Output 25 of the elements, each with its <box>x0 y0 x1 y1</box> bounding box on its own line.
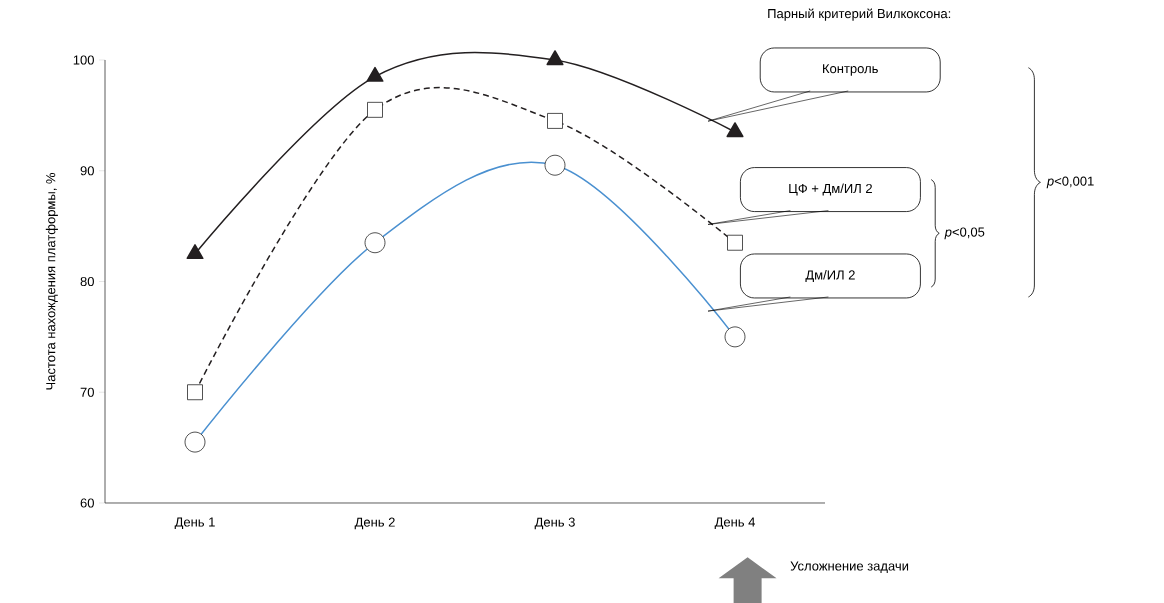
text: p<0,001 <box>1046 176 1094 189</box>
point <box>726 122 744 138</box>
text: p<0,05 <box>944 227 985 240</box>
x-tick-label: День 2 <box>354 517 395 530</box>
text: ЦФ + Дм/ИЛ 2 <box>789 183 872 196</box>
x-tick-label: День 1 <box>174 517 215 530</box>
y-tick-label: 100 <box>73 55 94 65</box>
point <box>727 234 743 251</box>
point <box>547 113 563 129</box>
point <box>186 244 204 260</box>
point <box>187 384 203 401</box>
y-axis-title: Частота нахождения платформы, % <box>45 172 58 390</box>
y-tick-label: 90 <box>80 166 94 176</box>
text: Усложнение задачи <box>790 561 909 574</box>
point <box>367 101 383 118</box>
x-tick-label: День 4 <box>714 517 756 530</box>
point <box>546 50 564 66</box>
text: Парный критерий Вилкоксона: <box>768 8 951 21</box>
y-tick-label: 80 <box>80 276 94 287</box>
x-tick-label: День 3 <box>534 517 575 530</box>
y-tick-label: 70 <box>80 387 94 397</box>
text: Дм/ИЛ 2 <box>805 269 855 282</box>
y-tick-label: 60 <box>80 498 94 508</box>
point <box>366 66 384 82</box>
text: Контроль <box>823 64 878 76</box>
